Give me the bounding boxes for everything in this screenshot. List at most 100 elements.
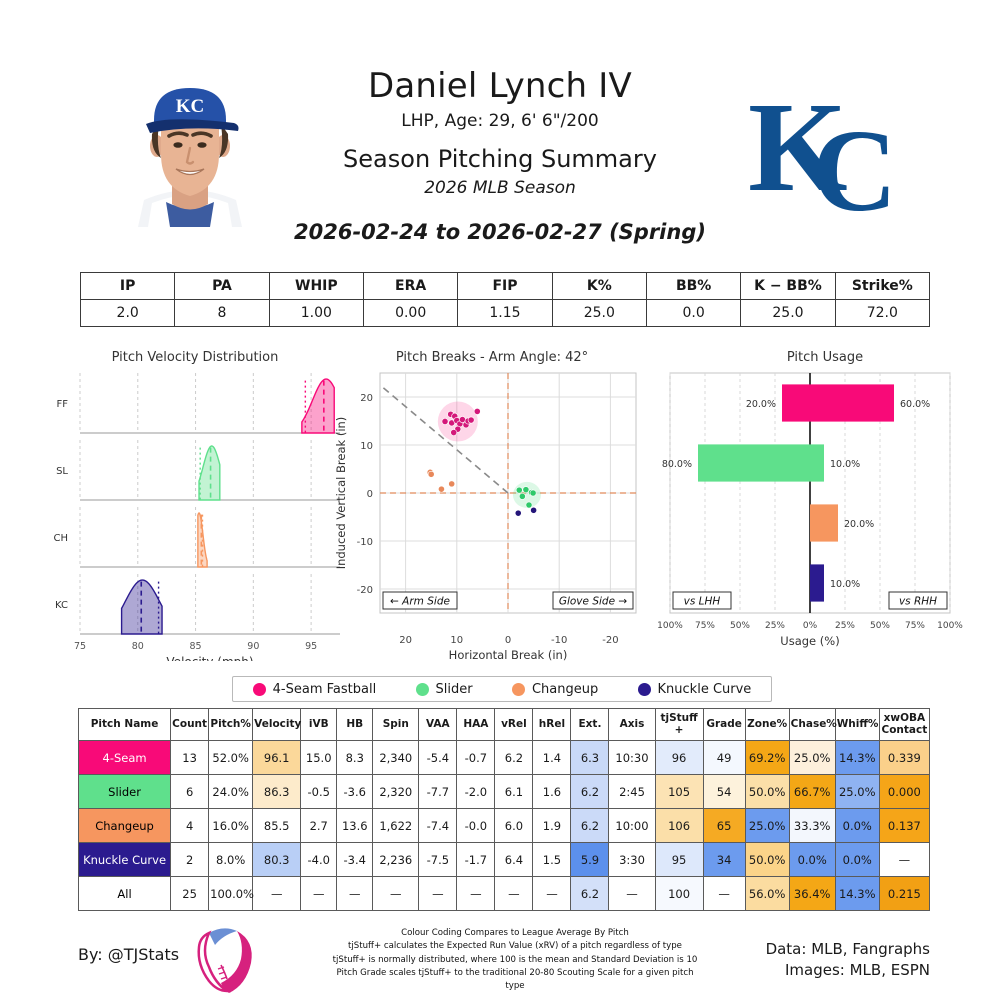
pitch-metric-cell: 6.2 <box>570 774 610 809</box>
axis-label: 80 <box>132 641 144 652</box>
pitch-metric-cell: — <box>494 876 534 911</box>
pitch-metric-cell: 13 <box>170 740 210 775</box>
pitch-metric-cell: 95 <box>654 842 704 877</box>
velocity-density-KC <box>120 579 163 635</box>
pitch-metric-cell: 1,622 <box>372 808 420 843</box>
pitch-metric-cell: 6.2 <box>570 876 610 911</box>
pitch-table-header-cell: iVB <box>300 708 338 741</box>
scatter-point <box>515 486 523 494</box>
pitch-table-header-cell: VAA <box>418 708 458 741</box>
pitch-table-header-cell: Whiff% <box>834 708 880 741</box>
axis-label: 25% <box>835 621 855 631</box>
legend-color-swatch-icon <box>511 682 525 696</box>
axis-label: Usage (%) <box>780 634 839 648</box>
pitch-metric-cell: 2,340 <box>372 740 420 775</box>
pitch-metric-cell: -1.7 <box>456 842 496 877</box>
pitch-metric-cell: 6.0 <box>494 808 534 843</box>
scatter-point <box>514 509 522 517</box>
axis-label: KC <box>55 600 68 611</box>
pitch-metric-cell: — <box>456 876 496 911</box>
footer-notes: Colour Coding Compares to League Average… <box>330 927 700 994</box>
pitch-metric-cell: 10:30 <box>608 740 656 775</box>
pitch-name-cell: Changeup <box>77 808 172 843</box>
tjstats-logo-icon <box>197 928 252 993</box>
axis-label: 25% <box>765 621 785 631</box>
table-row: Changeup 4 16.0% 85.5 2.7 13.6 1,622 -7.4 -0.0 6.… <box>77 808 931 843</box>
pitch-metric-cell: 36.4% <box>788 876 836 911</box>
pitch-name-cell: Knuckle Curve <box>77 842 172 877</box>
pitch-metric-cell: 0.0% <box>788 842 836 877</box>
stat-value-cell: 0.0 <box>645 299 742 327</box>
pitch-breaks-chart: Pitch Breaks - Arm Angle: 42° 20 10 0 -10 -2… <box>332 350 652 662</box>
pitch-table-header-cell: vRel <box>494 708 534 741</box>
pitch-metric-cell: 0.0% <box>834 842 880 877</box>
pitch-metric-cell: -3.6 <box>336 774 374 809</box>
pitch-metric-cell: 13.6 <box>336 808 374 843</box>
pitch-metric-cell: 6.3 <box>570 740 610 775</box>
page-title: Daniel Lynch IV <box>367 66 632 106</box>
arm-angle-line <box>379 384 509 494</box>
axis-label: -10 <box>357 537 373 548</box>
report-footer: By: @TJStats Colour Coding Compares to L… <box>0 925 1000 995</box>
axis-label: 85 <box>190 641 202 652</box>
team-logo-icon: K C <box>748 76 897 222</box>
axis-label: 0 <box>505 635 511 646</box>
pitch-metric-cell: -5.4 <box>418 740 458 775</box>
pitch-metric-cell: 2,236 <box>372 842 420 877</box>
table-row: 4-Seam 13 52.0% 96.1 15.0 8.3 2,340 -5.4 -0.7 6.2… <box>77 740 931 775</box>
axis-label: 20 <box>399 635 412 646</box>
pitch-legend: 4-Seam Fastball Slider Changeup Knuckle Cur… <box>232 676 772 702</box>
table-row: All 25 100.0% — — — — — — — —6.2—100—56.0% 36.4% 14.… <box>77 876 931 911</box>
vs-lhh-box <box>672 591 732 610</box>
legend-item-3: Knuckle Curve <box>637 681 752 697</box>
stat-header-cell: Strike% <box>834 272 931 300</box>
pitch-metric-cell: -3.4 <box>336 842 374 877</box>
axis-label: 20.0% <box>844 519 874 530</box>
pitch-metric-cell: 54 <box>702 774 746 809</box>
axis-label: vs LHH <box>684 596 721 608</box>
report-subtitle: Season Pitching Summary <box>343 145 657 174</box>
footer-note-line: tjStuff+ calculates the Expected Run Val… <box>348 941 682 952</box>
axis-label: 10.0% <box>830 579 860 590</box>
stat-value-cell: 2.0 <box>79 299 176 327</box>
axis-label: Velocity (mph) <box>166 655 253 661</box>
footer-note-line: tjStuff+ is normally distributed, where … <box>332 954 698 965</box>
pitch-velocity-distribution-chart: Pitch Velocity Distribution FF SL CH KC 75 80… <box>40 350 350 662</box>
usage-bar-0 <box>782 384 894 422</box>
pitch-metric-cell: -0.5 <box>300 774 338 809</box>
svg-text:KC: KC <box>176 96 205 117</box>
summary-stat-table: IP PA WHIP ERA FIP K% BB% K − BB% Strike… <box>79 272 931 327</box>
source-credits: Data: MLB, Fangraphs Images: MLB, ESPN <box>766 939 930 981</box>
pitch-table-header-cell: hRel <box>532 708 572 741</box>
velocity-density-SL <box>198 445 221 501</box>
pitch-metric-cell: 49 <box>702 740 746 775</box>
pitch-metric-cell: 14.3% <box>834 740 880 775</box>
stat-header-row: IP PA WHIP ERA FIP K% BB% K − BB% Strike… <box>79 272 931 300</box>
velocity-density-FF <box>301 378 335 434</box>
data-credit: Data: MLB, Fangraphs <box>765 940 930 958</box>
axis-label: 100% <box>657 621 683 631</box>
pitch-table-header-cell: Grade <box>702 708 746 741</box>
pitch-metric-cell: 24.0% <box>208 774 254 809</box>
pitch-metric-cell: 8.3 <box>336 740 374 775</box>
pitch-metric-cell: 25 <box>170 876 210 911</box>
pitch-metric-cell: -7.5 <box>418 842 458 877</box>
pitch-metric-cell: 6.2 <box>570 808 610 843</box>
axis-label: 90 <box>247 641 259 652</box>
pitch-metric-cell: 66.7% <box>788 774 836 809</box>
pitch-metric-cell: — <box>532 876 572 911</box>
axis-label: 75% <box>695 621 715 631</box>
pitch-metric-cell: 25.0% <box>834 774 880 809</box>
legend-item-2: Changeup <box>511 682 598 697</box>
axis-label: 20 <box>360 393 373 404</box>
legend-label: Knuckle Curve <box>657 681 752 697</box>
legend-label: Slider <box>435 681 473 697</box>
pitch-table-header-cell: Pitch Name <box>77 708 172 741</box>
pitch-metric-cell: 56.0% <box>744 876 790 911</box>
pitch-metric-cell: -7.7 <box>418 774 458 809</box>
axis-label: 60.0% <box>900 399 930 410</box>
scatter-point <box>525 501 533 509</box>
pitch-metric-cell: 105 <box>654 774 704 809</box>
pitch-metric-cell: — <box>300 876 338 911</box>
stat-header-cell: ERA <box>362 272 459 300</box>
